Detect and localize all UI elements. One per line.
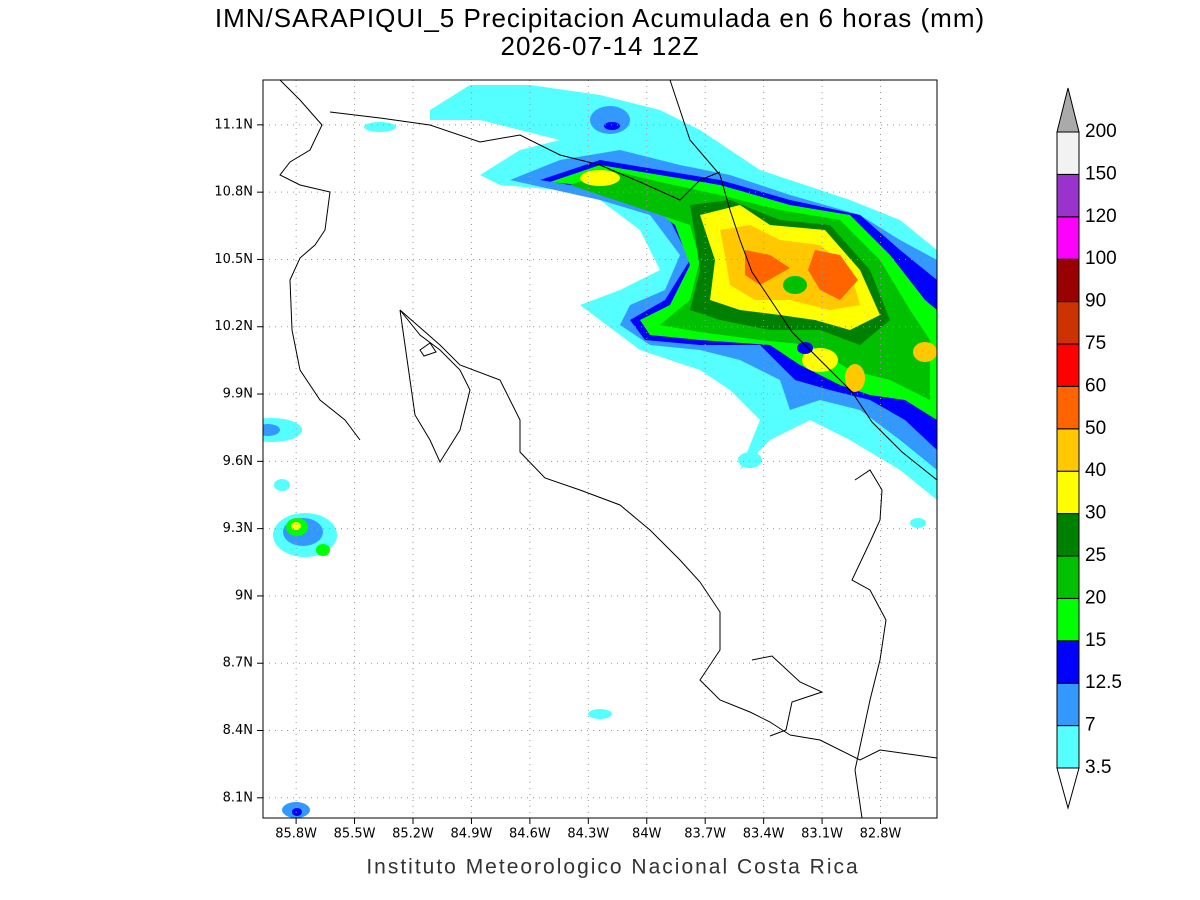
colorbar-label: 20 [1085,587,1106,608]
x-tick-label: 83.7W [684,827,726,842]
colorbar-bin [1056,301,1080,345]
x-tick-label: 82.8W [860,827,902,842]
colorbar-bin [1056,131,1080,175]
x-tick-label: 85.2W [392,827,434,842]
x-tick-label: 84.3W [567,827,609,842]
colorbar-label: 60 [1085,375,1106,396]
colorbar-label: 25 [1085,545,1106,566]
subtitle: 2026-07-14 12Z [500,31,699,61]
colorbar-bin [1056,173,1080,218]
y-tick-label: 10.5N [214,252,253,267]
colorbar-bin [1056,725,1080,769]
colorbar-over [1056,87,1080,133]
colorbar-bin [1056,216,1080,260]
y-tick-label: 8.1N [223,790,253,805]
map-frame [262,79,938,819]
colorbar-bin [1056,428,1080,472]
y-tick-label: 8.4N [223,723,253,738]
x-tick-label: 83.1W [801,827,843,842]
colorbar: 3.5 7 12.5 15 20 25 30 40 50 60 75 90 100 120 150 200 [1056,87,1122,810]
colorbar-label: 30 [1085,503,1106,524]
colorbar-bin [1056,640,1080,684]
colorbar-bin [1056,385,1080,430]
colorbar-label: 200 [1085,121,1117,142]
y-tick-label: 10.8N [214,185,253,200]
x-tick-label: 83.4W [743,827,785,842]
title: IMN/SARAPIQUI_5 Precipitacion Acumulada … [215,3,985,33]
y-tick-label: 8.7N [223,656,253,671]
colorbar-label: 120 [1085,206,1117,227]
colorbar-label: 90 [1085,291,1106,312]
colorbar-bin [1056,555,1080,599]
colorbar-label: 40 [1085,460,1106,481]
grid [263,80,937,818]
colorbar-bin [1056,258,1080,303]
y-tick-label: 9.3N [223,521,253,536]
y-tick-label: 9.9N [223,387,253,402]
y-tick-label: 11.1N [214,117,253,132]
colorbar-label: 3.5 [1085,757,1111,778]
x-tick-label: 84.6W [509,827,551,842]
x-tick-label: 85.8W [275,827,317,842]
x-tick-label: 84.9W [451,827,493,842]
colorbar-bin [1056,470,1080,515]
coastline [279,80,937,818]
x-tick-label: 84W [632,827,662,842]
y-tick-label: 9N [235,588,253,603]
colorbar-label: 100 [1085,248,1117,269]
colorbar-label: 12.5 [1085,672,1122,693]
colorbar-bin [1056,343,1080,387]
colorbar-label: 75 [1085,333,1106,354]
y-tick-label: 10.2N [214,319,253,334]
colorbar-bin [1056,682,1080,727]
colorbar-label: 150 [1085,163,1117,184]
x-tick-label: 85.5W [334,827,376,842]
precip-field [263,85,937,818]
colorbar-label: 50 [1085,418,1106,439]
colorbar-label: 7 [1085,715,1096,736]
colorbar-under [1056,767,1080,810]
colorbar-label: 15 [1085,630,1106,651]
footer: Instituto Meteorologico Nacional Costa R… [366,856,859,879]
y-tick-label: 9.6N [223,454,253,469]
colorbar-bin [1056,597,1080,642]
colorbar-bin [1056,513,1080,557]
